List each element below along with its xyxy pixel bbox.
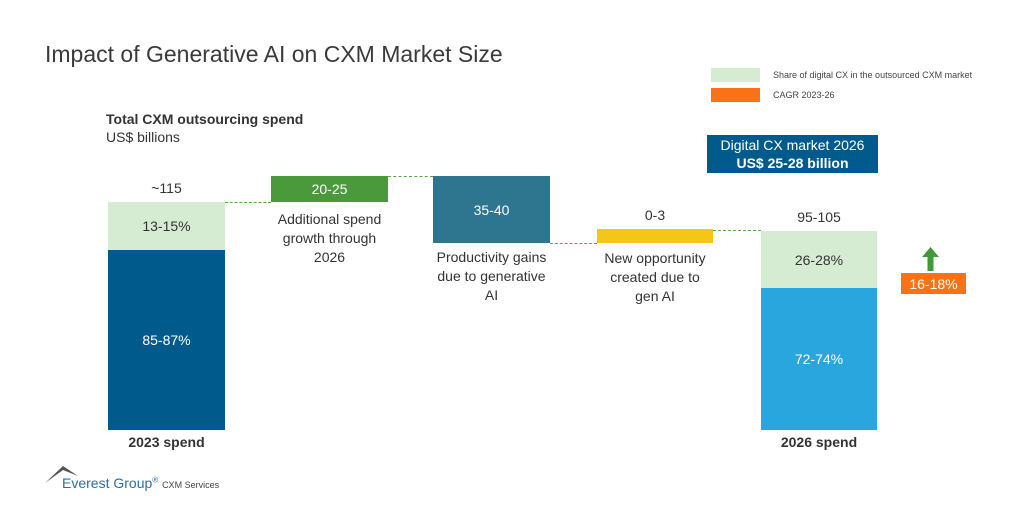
connector-line [388,176,433,177]
registered-mark: ® [152,475,159,485]
callout-line1: Digital CX market 2026 [720,137,865,153]
bar-2026-other-segment: 72-74% [761,288,877,430]
segment-label: 13-15% [142,218,191,234]
segment-label: 72-74% [794,351,844,367]
connector-line [225,202,271,203]
bar-productivity: 35-40 [433,176,550,243]
footer-brand: Everest Group® CXM Services [62,475,219,491]
cagr-label: 16-18% [909,275,958,292]
bar-label: 35-40 [473,201,510,218]
everest-logo-icon [45,466,78,483]
bar-2026-digital-segment: 26-28% [761,231,877,288]
legend-label-digital-cx: Share of digital CX in the outsourced CX… [773,70,973,80]
x-label-2026: 2026 spend [780,434,858,450]
bar-new-opportunity [597,229,713,243]
bar-2023-digital-segment: 13-15% [108,202,225,250]
y-unit: US$ billions [106,129,180,145]
segment-label: 26-28% [794,251,844,268]
digital-cx-callout: Digital CX market 2026 US$ 25-28 billion [707,135,878,173]
connector-line [550,243,597,244]
segment-label: 85-87% [142,332,191,348]
bar-2023-other-segment: 85-87% [108,250,225,430]
caption-growth: Additional spend growth through 2026 [277,211,382,265]
bar-2026-total-label: 95-105 [797,209,841,225]
callout-line2: US$ 25-28 billion [736,155,849,171]
cagr-badge: 16-18% [901,273,966,294]
brand-name: Everest Group [62,475,153,491]
legend-swatch-cagr [711,88,760,102]
bar-label: 20-25 [311,181,348,197]
brand-division: CXM Services [162,480,220,490]
y-title: Total CXM outsourcing spend [106,111,304,127]
x-label-2023: 2023 spend [128,434,205,450]
bar-2023-total-label: ~115 [151,180,182,196]
legend-label-cagr: CAGR 2023-26 [773,90,835,100]
connector-line [713,230,761,231]
caption-productivity: Productivity gains due to generative AI [436,249,547,303]
caption-new-opportunity: New opportunity created due to gen AI [604,250,706,304]
legend-swatch-digital-cx [711,68,760,82]
bar-new-opportunity-label: 0-3 [644,207,666,223]
bar-growth: 20-25 [271,176,388,202]
chart-title: Impact of Generative AI on CXM Market Si… [45,41,503,67]
arrow-up-icon [922,247,939,271]
